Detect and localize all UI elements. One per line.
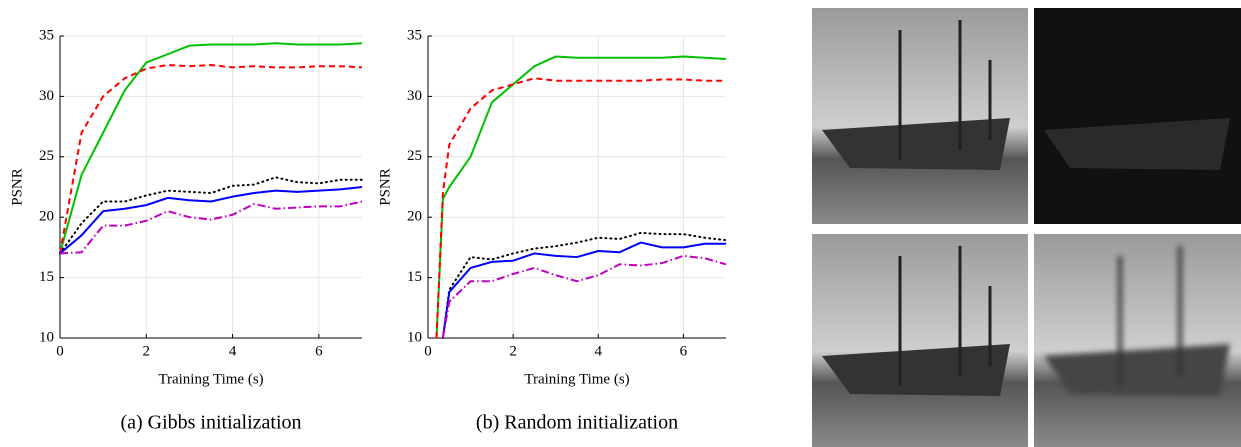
x-axis-label: Training Time (s) (158, 371, 263, 387)
y-tick-label: 30 (407, 88, 422, 104)
series-line (441, 254, 727, 339)
y-axis-label: PSNR (9, 168, 25, 206)
x-tick-label: 6 (680, 343, 688, 359)
x-tick-label: 4 (229, 343, 237, 359)
y-tick-label: 15 (407, 269, 422, 285)
image-blurred (1034, 234, 1241, 447)
y-tick-label: 10 (407, 329, 422, 345)
y-tick-label: 10 (39, 329, 54, 345)
y-axis-label: PSNR (377, 168, 393, 206)
series-line (59, 200, 363, 255)
x-tick-label: 2 (143, 343, 151, 359)
series-line (435, 55, 727, 339)
image-clean (812, 8, 1028, 224)
y-tick-label: 25 (407, 148, 422, 164)
x-tick-label: 2 (509, 343, 517, 359)
y-tick-label: 25 (39, 148, 54, 164)
x-axis-label: Training Time (s) (524, 371, 629, 387)
series-line (59, 42, 363, 254)
image-noisy (1034, 8, 1241, 224)
y-tick-label: 20 (39, 209, 54, 225)
x-tick-label: 0 (56, 343, 64, 359)
series-line (59, 176, 363, 255)
x-tick-label: 4 (595, 343, 603, 359)
x-tick-label: 6 (315, 343, 323, 359)
y-tick-label: 35 (407, 27, 422, 43)
y-tick-label: 35 (39, 27, 54, 43)
series-line (441, 241, 726, 339)
series-line (59, 63, 363, 254)
caption: (a) Gibbs initialization (120, 412, 301, 434)
y-tick-label: 20 (407, 209, 422, 225)
y-tick-label: 15 (39, 269, 54, 285)
caption: (b) Random initialization (476, 412, 678, 434)
series-line (441, 231, 727, 339)
series-line (59, 186, 363, 255)
image-restored (812, 234, 1028, 447)
x-tick-label: 0 (424, 343, 432, 359)
series-line (435, 77, 726, 339)
y-tick-label: 30 (39, 88, 54, 104)
